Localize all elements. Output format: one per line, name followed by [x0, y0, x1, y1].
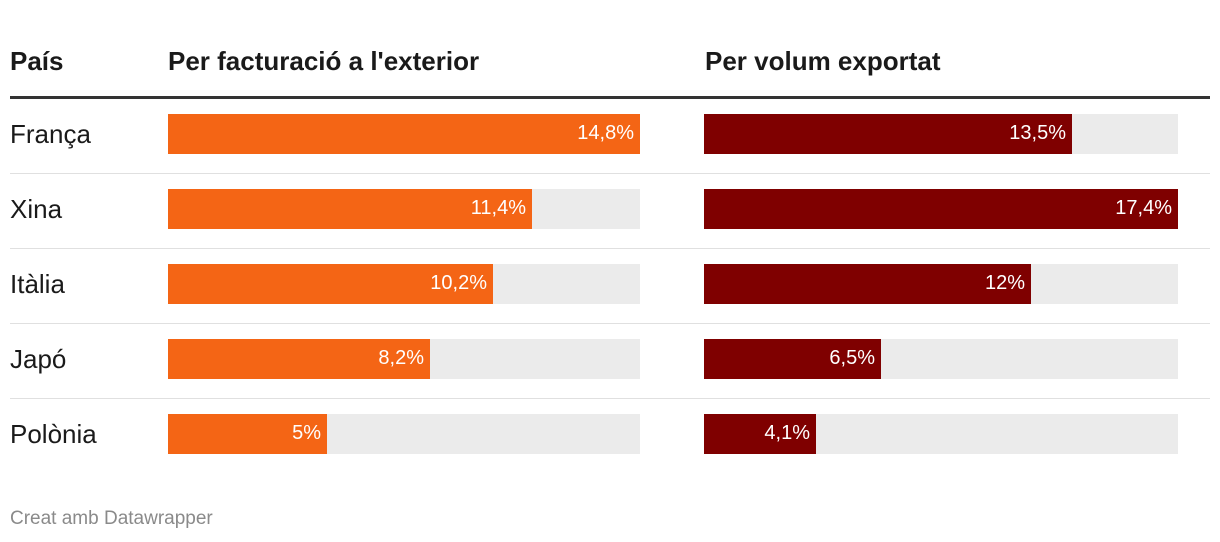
- export-volume-bar: 17,4%: [704, 189, 1178, 229]
- export-volume-bar: 13,5%: [704, 114, 1072, 154]
- export-volume-bar-track: 13,5%: [704, 114, 1178, 154]
- revenue-abroad-bar-track: 8,2%: [168, 339, 640, 379]
- revenue-abroad-bar: 14,8%: [168, 114, 640, 154]
- revenue-abroad-bar: 10,2%: [168, 264, 493, 304]
- export-volume-value-label: 6,5%: [829, 347, 875, 369]
- revenue-abroad-bar: 8,2%: [168, 339, 430, 379]
- revenue-abroad-bar-track: 5%: [168, 414, 640, 454]
- revenue-abroad-value-label: 5%: [292, 422, 321, 444]
- export-volume-bar: 12%: [704, 264, 1031, 304]
- header-export-volume: Per volum exportat: [705, 46, 941, 76]
- export-volume-bar: 6,5%: [704, 339, 881, 379]
- table-row: Polònia 5% 4,1%: [10, 399, 1210, 473]
- revenue-abroad-bar-track: 10,2%: [168, 264, 640, 304]
- export-volume-bar-track: 12%: [704, 264, 1178, 304]
- revenue-abroad-bar-track: 14,8%: [168, 114, 640, 154]
- export-volume-bar-track: 17,4%: [704, 189, 1178, 229]
- table-row: Japó 8,2% 6,5%: [10, 324, 1210, 399]
- revenue-abroad-bar: 11,4%: [168, 189, 532, 229]
- header-country: País: [10, 46, 64, 76]
- country-label: Itàlia: [10, 269, 65, 299]
- country-label: França: [10, 119, 91, 149]
- revenue-abroad-bar: 5%: [168, 414, 327, 454]
- export-volume-bar-track: 4,1%: [704, 414, 1178, 454]
- header-revenue-abroad: Per facturació a l'exterior: [168, 46, 480, 76]
- export-volume-value-label: 4,1%: [764, 422, 810, 444]
- export-volume-value-label: 13,5%: [1009, 122, 1066, 144]
- revenue-abroad-value-label: 8,2%: [378, 347, 424, 369]
- export-volume-bar-track: 6,5%: [704, 339, 1178, 379]
- table-row: Itàlia 10,2% 12%: [10, 249, 1210, 324]
- export-volume-bar: 4,1%: [704, 414, 816, 454]
- table-row: Xina 11,4% 17,4%: [10, 174, 1210, 249]
- datawrapper-credit: Creat amb Datawrapper: [10, 508, 213, 529]
- export-volume-value-label: 12%: [984, 272, 1025, 294]
- export-volume-value-label: 17,4%: [1115, 197, 1172, 219]
- revenue-abroad-bar-track: 11,4%: [168, 189, 640, 229]
- country-label: Japó: [10, 344, 67, 374]
- country-label: Xina: [10, 194, 63, 224]
- table-header: País Per facturació a l'exterior Per vol…: [10, 0, 1210, 99]
- country-label: Polònia: [10, 419, 97, 449]
- revenue-abroad-value-label: 11,4%: [470, 197, 526, 219]
- revenue-abroad-value-label: 14,8%: [577, 122, 634, 144]
- chart-rows: França 14,8% 13,5% Xina 11,4% 17,4% Itàlia 10,2…: [10, 99, 1210, 473]
- revenue-abroad-value-label: 10,2%: [430, 272, 487, 294]
- table-row: França 14,8% 13,5%: [10, 99, 1210, 174]
